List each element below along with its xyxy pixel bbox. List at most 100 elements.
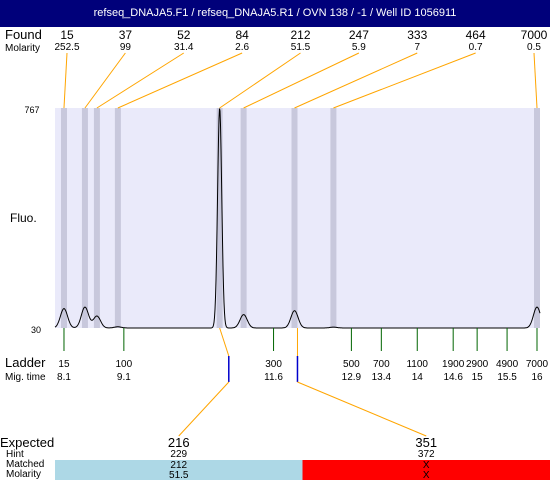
found-molarity-6: 7 (414, 42, 420, 53)
hint-label: Hint (6, 449, 24, 460)
ladder-size-5: 1100 (406, 359, 428, 370)
found-callout-5 (243, 52, 360, 109)
peak-band-4 (216, 108, 223, 328)
peak-band-8 (534, 108, 541, 328)
found-molarity-4: 51.5 (291, 42, 311, 53)
ladder-marker-0: 158.1 (57, 328, 71, 383)
peak-band-3 (114, 108, 121, 328)
match-bar-0 (55, 460, 303, 480)
expected-label: Expected (0, 435, 54, 450)
found-molarity-1: 99 (120, 42, 132, 53)
molarity-value-1: X (423, 470, 430, 480)
ladder-mig-time-6: 14.6 (443, 372, 463, 383)
window-title: refseq_DNAJA5.F1 / refseq_DNAJA5.R1 / OV… (0, 0, 550, 27)
found-molarity-3: 2.6 (235, 42, 249, 53)
mig-time-label: Mig. time (5, 372, 46, 383)
found-size-4: 212 (290, 28, 310, 42)
ladder-mig-time-3: 12.9 (342, 372, 362, 383)
ladder-marker-8: 4900 15.5 (496, 328, 519, 383)
molarity-label: Molarity (5, 43, 40, 54)
y-max-label: 767 (24, 105, 39, 115)
expected-size-1: 351 (415, 435, 437, 450)
found-size-0: 15 (60, 28, 74, 42)
molarity-value-0: 51.5 (169, 470, 189, 480)
found-molarity-2: 31.4 (174, 42, 194, 53)
ladder-mig-time-7: 15 (472, 372, 484, 383)
found-callout-3 (117, 52, 243, 109)
found-size-6: 333 (407, 28, 427, 42)
ladder-mig-time-9: 16 (531, 372, 543, 383)
found-size-1: 37 (119, 28, 133, 42)
found-size-3: 84 (235, 28, 249, 42)
y-axis-label: Fluo. (10, 211, 37, 225)
ladder-marker-4: 700 13.4 (372, 328, 391, 383)
found-callout-1 (84, 52, 126, 109)
ladder-marker-5: 1100 14 (406, 328, 428, 383)
ladder-size-2: 300 (265, 359, 282, 370)
found-molarity-8: 0.5 (527, 42, 541, 53)
ladder-mig-time-8: 15.5 (497, 372, 517, 383)
found-callout-6 (294, 52, 418, 109)
ladder-size-6: 1900 (442, 359, 465, 370)
ladder-marker-6: 1900 14.6 (442, 328, 465, 383)
found-molarity-0: 252.5 (54, 42, 79, 53)
ladder-size-7: 2900 (466, 359, 489, 370)
found-molarity-5: 5.9 (352, 42, 366, 53)
peak-band-7 (330, 108, 337, 328)
found-molarity-7: 0.7 (469, 42, 483, 53)
found-callout-4 (219, 52, 301, 109)
hint-value-1: 372 (418, 449, 435, 460)
ladder-size-3: 500 (343, 359, 360, 370)
expected-callout-top-0 (219, 327, 230, 357)
match-bar-1 (302, 460, 550, 480)
ladder-size-4: 700 (373, 359, 390, 370)
ladder-mig-time-1: 9.1 (117, 372, 131, 383)
found-callout-2 (96, 52, 185, 109)
found-size-5: 247 (349, 28, 369, 42)
found-label: Found (5, 27, 42, 42)
matched-value-1: X (423, 460, 430, 471)
ladder-size-0: 15 (58, 359, 70, 370)
ladder-mig-time-2: 11.6 (264, 372, 283, 383)
ladder-size-1: 100 (116, 359, 133, 370)
found-size-2: 52 (177, 28, 191, 42)
expected-callout-bottom-1 (297, 381, 427, 437)
found-size-8: 7000 (521, 28, 548, 42)
ladder-mig-time-0: 8.1 (57, 372, 71, 383)
expected-callout-bottom-0 (178, 381, 230, 437)
peak-band-5 (240, 108, 247, 328)
molarity-row-label: Molarity (6, 469, 41, 480)
y-min-label: 30 (31, 325, 41, 335)
peak-band-6 (291, 108, 298, 328)
found-callout-7 (333, 52, 476, 109)
peak-band-1 (81, 108, 88, 328)
expected-size-0: 216 (168, 435, 190, 450)
ladder-mig-time-5: 14 (412, 372, 424, 383)
matched-label: Matched (6, 459, 44, 470)
ladder-label: Ladder (5, 355, 46, 370)
ladder-marker-2: 300 11.6 (264, 328, 283, 383)
ladder-size-9: 7000 (526, 359, 549, 370)
found-callout-0 (63, 52, 68, 109)
peak-band-2 (93, 108, 100, 328)
peak-band-0 (60, 108, 67, 328)
ladder-marker-9: 7000 16 (526, 328, 549, 383)
fluorescence-trace (54, 108, 541, 329)
matched-value-0: 212 (170, 460, 187, 471)
ladder-marker-3: 500 12.9 (342, 328, 362, 383)
found-callout-8 (533, 52, 538, 109)
ladder-size-8: 4900 (496, 359, 519, 370)
found-size-7: 464 (466, 28, 486, 42)
ladder-marker-7: 2900 15 (466, 328, 489, 383)
